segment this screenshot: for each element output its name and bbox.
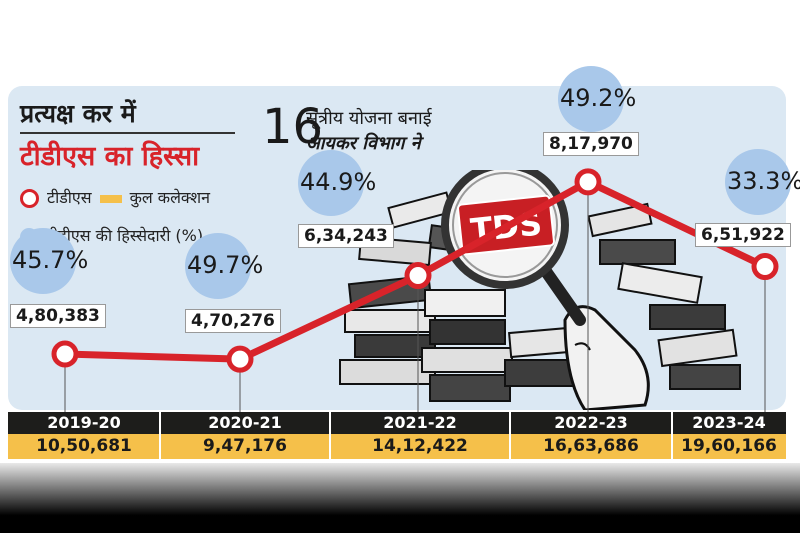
tds-data-point bbox=[226, 345, 254, 373]
tds-value-label: 4,80,383 bbox=[10, 304, 106, 328]
year-label: 2020-21 bbox=[208, 413, 282, 432]
ring-marker-icon bbox=[20, 189, 39, 208]
tds-data-point bbox=[51, 340, 79, 368]
tds-data-point bbox=[751, 253, 779, 281]
legend-share-label: टीडीएस की हिस्सेदारी (%) bbox=[46, 226, 204, 245]
title-line2: टीडीएस का हिस्सा bbox=[20, 141, 200, 172]
column-separator bbox=[509, 412, 511, 459]
legend-total-label: कुल कलेक्शन bbox=[129, 188, 211, 207]
files-magnifier-illustration: TDS bbox=[339, 170, 741, 410]
scheme-line2: आयकर विभाग ने bbox=[306, 133, 421, 154]
bottom-gradient bbox=[0, 463, 800, 533]
column-separator bbox=[671, 412, 673, 459]
share-bubble bbox=[10, 228, 76, 294]
title-line1: प्रत्यक्ष कर में bbox=[20, 99, 136, 128]
title-underline bbox=[20, 132, 235, 134]
total-collection-label: 10,50,681 bbox=[36, 436, 132, 456]
total-collection-label: 19,60,166 bbox=[681, 436, 777, 456]
column-separator bbox=[329, 412, 331, 459]
total-collection-band bbox=[8, 434, 786, 459]
scheme-number: 16 bbox=[262, 99, 324, 155]
hand-icon bbox=[563, 305, 650, 410]
tds-value-label: 4,70,276 bbox=[185, 309, 281, 334]
year-label: 2022-23 bbox=[554, 413, 628, 432]
legend-row-tds-total: टीडीएस कुल कलेक्शन bbox=[20, 186, 210, 208]
legend-tds-label: टीडीएस bbox=[47, 188, 92, 207]
tds-value-label: 6,34,243 bbox=[298, 223, 394, 248]
share-bubble bbox=[558, 65, 624, 132]
column-separator bbox=[159, 412, 161, 459]
share-bubble bbox=[185, 233, 251, 300]
year-label: 2019-20 bbox=[47, 413, 121, 432]
share-bubble bbox=[725, 148, 791, 215]
tds-value-label: 8,17,970 bbox=[543, 131, 639, 156]
total-collection-label: 9,47,176 bbox=[203, 436, 287, 456]
year-label: 2023-24 bbox=[692, 413, 766, 432]
share-percent-label: 49.7% bbox=[187, 251, 264, 280]
tds-data-point bbox=[574, 168, 602, 196]
share-percent-label: 49.2% bbox=[560, 83, 637, 112]
year-band bbox=[8, 412, 786, 434]
total-collection-label: 14,12,422 bbox=[372, 436, 468, 456]
tds-value-label: 6,51,922 bbox=[695, 222, 791, 247]
scheme-line1: सूत्रीय योजना बनाई bbox=[306, 108, 432, 129]
file-stacks-icon bbox=[339, 191, 741, 402]
share-percent-label: 45.7% bbox=[12, 246, 89, 274]
bar-swatch-icon bbox=[99, 194, 122, 203]
tds-data-point bbox=[404, 262, 432, 290]
share-percent-label: 33.3% bbox=[727, 166, 800, 195]
share-percent-label: 44.9% bbox=[300, 167, 377, 196]
total-collection-label: 16,63,686 bbox=[543, 436, 639, 456]
year-label: 2021-22 bbox=[383, 413, 457, 432]
share-bubble bbox=[298, 149, 364, 216]
